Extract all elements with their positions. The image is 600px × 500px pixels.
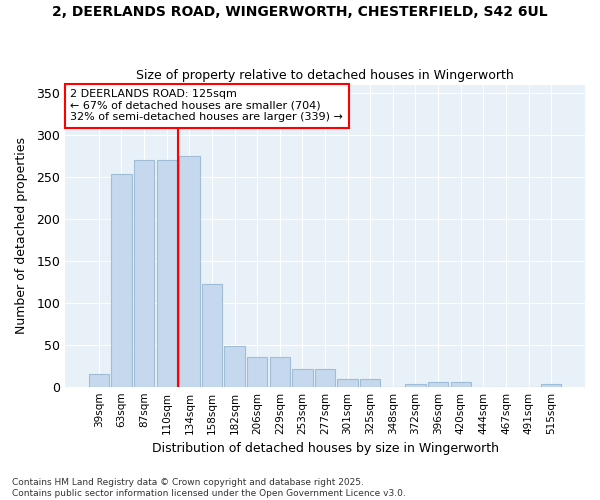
Bar: [406, 384, 425, 386]
Bar: [112, 174, 131, 386]
Text: 2, DEERLANDS ROAD, WINGERWORTH, CHESTERFIELD, S42 6UL: 2, DEERLANDS ROAD, WINGERWORTH, CHESTERF…: [52, 5, 548, 19]
Bar: [541, 384, 562, 386]
Bar: [428, 382, 448, 386]
Bar: [360, 379, 380, 386]
Title: Size of property relative to detached houses in Wingerworth: Size of property relative to detached ho…: [136, 69, 514, 82]
Bar: [292, 369, 313, 386]
Bar: [315, 369, 335, 386]
Bar: [157, 160, 177, 386]
Bar: [224, 346, 245, 387]
Bar: [134, 160, 154, 386]
Bar: [269, 358, 290, 386]
Bar: [89, 374, 109, 386]
Bar: [337, 379, 358, 386]
X-axis label: Distribution of detached houses by size in Wingerworth: Distribution of detached houses by size …: [152, 442, 499, 455]
Y-axis label: Number of detached properties: Number of detached properties: [15, 137, 28, 334]
Bar: [179, 156, 200, 386]
Text: 2 DEERLANDS ROAD: 125sqm
← 67% of detached houses are smaller (704)
32% of semi-: 2 DEERLANDS ROAD: 125sqm ← 67% of detach…: [70, 89, 343, 122]
Bar: [202, 284, 222, 386]
Text: Contains HM Land Registry data © Crown copyright and database right 2025.
Contai: Contains HM Land Registry data © Crown c…: [12, 478, 406, 498]
Bar: [451, 382, 471, 386]
Bar: [247, 358, 268, 386]
